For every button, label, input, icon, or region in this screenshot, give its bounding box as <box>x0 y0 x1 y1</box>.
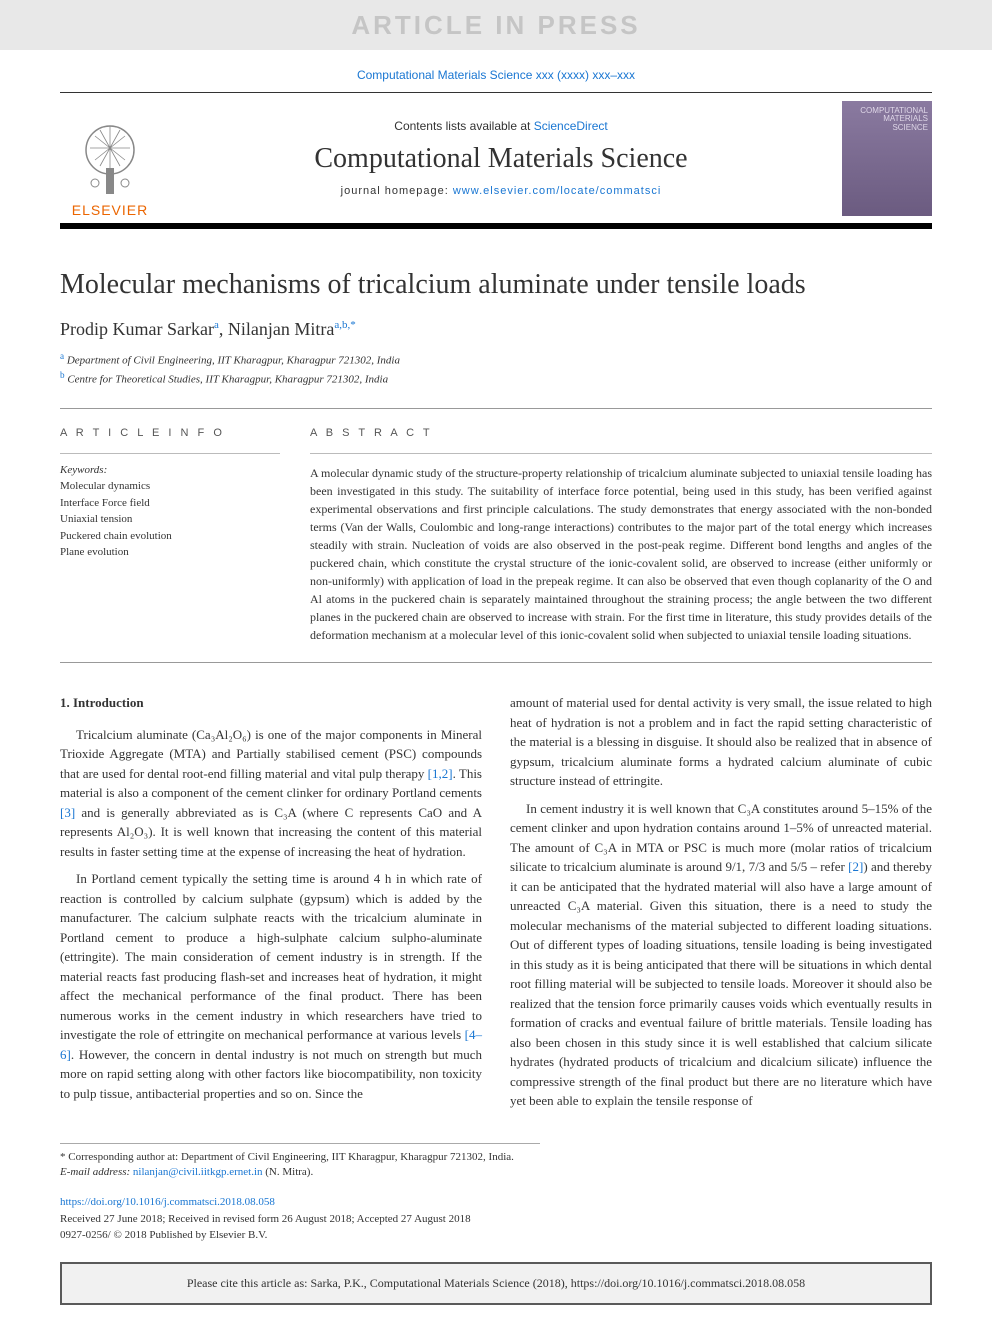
corresponding-author: * Corresponding author at: Department of… <box>60 1150 540 1165</box>
copyright-line: 0927-0256/ © 2018 Published by Elsevier … <box>60 1227 932 1244</box>
keyword-item: Plane evolution <box>60 544 280 561</box>
homepage-prefix: journal homepage: <box>341 185 453 197</box>
footnote-block: * Corresponding author at: Department of… <box>60 1143 540 1181</box>
homepage-line: journal homepage: www.elsevier.com/locat… <box>160 185 842 197</box>
doi-block: https://doi.org/10.1016/j.commatsci.2018… <box>60 1194 932 1244</box>
email-line: E-mail address: nilanjan@civil.iitkgp.er… <box>60 1165 540 1180</box>
contents-prefix: Contents lists available at <box>394 119 533 133</box>
sciencedirect-link[interactable]: ScienceDirect <box>534 119 608 133</box>
keyword-item: Interface Force field <box>60 495 280 512</box>
para-text: In Portland cement typically the setting… <box>60 871 482 1042</box>
affiliations: a Department of Civil Engineering, IIT K… <box>60 350 932 388</box>
body-columns: 1. Introduction Tricalcium aluminate (Ca… <box>60 693 932 1119</box>
paragraph-right-2: In cement industry it is well known that… <box>510 799 932 1111</box>
ref-link-3[interactable]: [3] <box>60 805 75 820</box>
keywords-heading: Keywords: <box>60 464 280 476</box>
authors: Prodip Kumar Sarkara, Nilanjan Mitraa,b,… <box>60 319 932 340</box>
homepage-link[interactable]: www.elsevier.com/locate/commatsci <box>453 185 661 197</box>
abstract-heading: A B S T R A C T <box>310 427 932 439</box>
journal-cover-thumbnail: COMPUTATIONAL MATERIALS SCIENCE <box>842 101 932 216</box>
abstract-text: A molecular dynamic study of the structu… <box>310 464 932 644</box>
publisher-name: ELSEVIER <box>72 202 148 218</box>
para-text: and is generally abbreviated as is C₃A (… <box>60 805 482 859</box>
abstract-column: A B S T R A C T A molecular dynamic stud… <box>310 427 932 644</box>
keyword-item: Puckered chain evolution <box>60 528 280 545</box>
received-line: Received 27 June 2018; Received in revis… <box>60 1211 932 1228</box>
banner-text: ARTICLE IN PRESS <box>351 10 640 41</box>
section-1-heading: 1. Introduction <box>60 693 482 713</box>
keywords-list: Molecular dynamicsInterface Force fieldU… <box>60 478 280 561</box>
journal-name: Computational Materials Science <box>160 143 842 175</box>
publisher-logo-block: ELSEVIER <box>60 98 160 218</box>
journal-header: ELSEVIER Contents lists available at Sci… <box>60 92 932 223</box>
citation-text: Please cite this article as: Sarka, P.K.… <box>187 1276 805 1290</box>
email-name: (N. Mitra). <box>263 1166 314 1178</box>
body-column-right: amount of material used for dental activ… <box>510 693 932 1119</box>
email-link[interactable]: nilanjan@civil.iitkgp.ernet.in <box>133 1166 263 1178</box>
ref-link-2[interactable]: [2] <box>848 859 863 874</box>
paragraph-left-1: Tricalcium aluminate (Ca₃Al₂O₆) is one o… <box>60 725 482 862</box>
article-info-heading: A R T I C L E I N F O <box>60 427 280 439</box>
doi-link[interactable]: https://doi.org/10.1016/j.commatsci.2018… <box>60 1196 275 1208</box>
para-text: amount of material used for dental activ… <box>510 695 932 788</box>
email-label: E-mail address: <box>60 1166 133 1178</box>
article-in-press-banner: ARTICLE IN PRESS <box>0 0 992 50</box>
paragraph-left-2: In Portland cement typically the setting… <box>60 869 482 1103</box>
info-abstract-row: A R T I C L E I N F O Keywords: Molecula… <box>60 408 932 663</box>
header-center: Contents lists available at ScienceDirec… <box>160 119 842 197</box>
para-text: Tricalcium aluminate (Ca₃Al₂O₆) is one o… <box>60 727 482 781</box>
article-title: Molecular mechanisms of tricalcium alumi… <box>60 269 932 301</box>
affiliation: b Centre for Theoretical Studies, IIT Kh… <box>60 369 932 388</box>
article-info-column: A R T I C L E I N F O Keywords: Molecula… <box>60 427 280 644</box>
ref-link-1-2[interactable]: [1,2] <box>428 766 453 781</box>
cover-title: COMPUTATIONAL MATERIALS SCIENCE <box>846 107 928 133</box>
journal-ref-link[interactable]: Computational Materials Science xxx (xxx… <box>357 68 635 82</box>
affiliation: a Department of Civil Engineering, IIT K… <box>60 350 932 369</box>
contents-line: Contents lists available at ScienceDirec… <box>160 119 842 133</box>
journal-reference: Computational Materials Science xxx (xxx… <box>0 68 992 82</box>
elsevier-tree-icon <box>70 118 150 198</box>
keyword-item: Uniaxial tension <box>60 511 280 528</box>
body-column-left: 1. Introduction Tricalcium aluminate (Ca… <box>60 693 482 1119</box>
para-text: ) and thereby it can be anticipated that… <box>510 859 932 1108</box>
paragraph-right-1: amount of material used for dental activ… <box>510 693 932 791</box>
keyword-item: Molecular dynamics <box>60 478 280 495</box>
para-text: . However, the concern in dental industr… <box>60 1047 482 1101</box>
citation-box: Please cite this article as: Sarka, P.K.… <box>60 1262 932 1305</box>
